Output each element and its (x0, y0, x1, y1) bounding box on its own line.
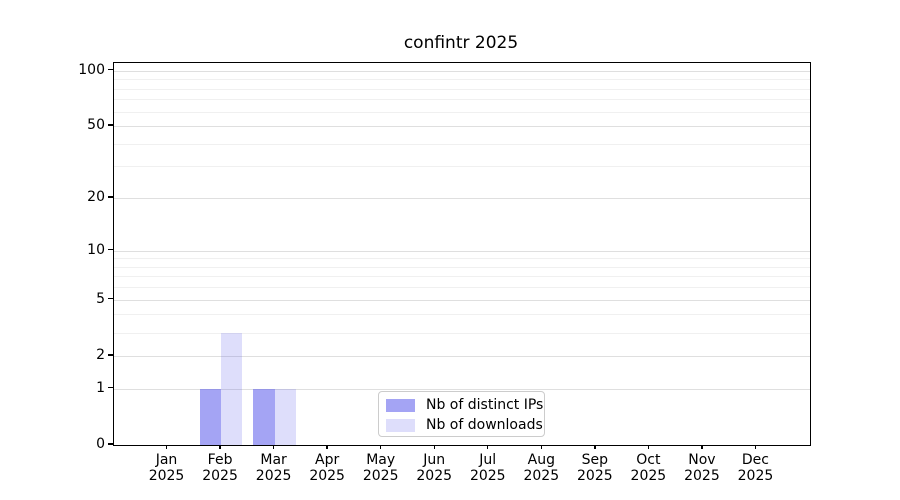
y-tick-label: 20 (87, 189, 105, 206)
gridline-minor (114, 79, 810, 81)
legend-item: Nb of distinct IPs (386, 395, 543, 415)
gridline-minor (114, 111, 810, 113)
gridline-major (114, 70, 810, 72)
legend-swatch (386, 398, 415, 412)
x-tick-label-line: Dec (741, 452, 769, 468)
x-tick-mark (433, 445, 435, 450)
y-tick-label: 5 (96, 290, 105, 307)
x-tick-label-line: 2025 (630, 468, 667, 484)
gridline-minor (114, 258, 810, 260)
x-tick-label-line: 2025 (202, 468, 238, 484)
y-tick-mark (108, 387, 113, 389)
x-tick-mark (272, 445, 275, 450)
y-tick-label: 50 (87, 117, 105, 134)
gridline-major (114, 198, 810, 200)
x-tick-label-line: 2025 (362, 468, 399, 484)
x-tick-label: Apr 2025 (309, 452, 345, 484)
legend-label: Nb of downloads (426, 417, 543, 433)
gridline-major (114, 299, 810, 301)
bar-downloads (221, 332, 243, 445)
y-tick-mark (108, 124, 113, 126)
x-tick-label-line: Jun (423, 452, 446, 468)
chart-title: confintr 2025 (403, 33, 519, 53)
x-tick-label: May 2025 (363, 452, 399, 484)
x-tick-label-line: Nov (688, 452, 716, 468)
x-tick-label-line: 2025 (309, 468, 345, 484)
x-tick-mark (219, 445, 221, 450)
x-tick-label-line: 2025 (684, 468, 720, 484)
x-tick-mark (594, 445, 596, 450)
x-tick-label-line: 2025 (737, 468, 774, 484)
x-tick-label-line: Sep (581, 452, 609, 468)
bars-layer (114, 63, 810, 445)
gridline-major (114, 388, 810, 390)
gridline-minor (114, 143, 810, 145)
y-tick-mark (108, 68, 113, 71)
y-tick-mark (108, 196, 113, 198)
x-tick-mark (754, 445, 757, 450)
y-tick-label: 100 (78, 61, 105, 78)
x-tick-label: Nov 2025 (684, 452, 720, 484)
x-tick-label-line: 2025 (469, 468, 506, 484)
x-tick-label: Jul 2025 (470, 452, 506, 484)
gridlines-layer (114, 63, 810, 445)
y-tick-label: 0 (96, 436, 105, 452)
legend: Nb of distinct IPs Nb of downloads (378, 391, 545, 437)
x-tick-label-line: Aug (527, 452, 555, 468)
x-tick-label: Oct 2025 (631, 452, 667, 484)
x-tick-label-line: Feb (207, 452, 233, 468)
x-tick-mark (701, 445, 703, 450)
bar-distinct-ips (199, 388, 222, 445)
x-tick-label-line: Oct (636, 452, 661, 468)
x-tick-label-line: Jan (155, 452, 178, 468)
x-tick-label-line: Mar (260, 452, 287, 468)
y-tick-mark (108, 248, 113, 251)
gridline-major (114, 250, 810, 252)
x-tick-mark (379, 445, 382, 450)
gridline-minor (114, 166, 810, 168)
bar-distinct-ips (253, 388, 275, 445)
y-tick-mark (108, 297, 113, 300)
x-tick-mark (165, 445, 168, 450)
x-tick-label-line: 2025 (416, 468, 453, 484)
gridline-minor (114, 314, 810, 316)
x-tick-label-line: 2025 (148, 468, 185, 484)
plot-area (113, 62, 811, 446)
legend-swatch (386, 418, 415, 432)
gridline-major (114, 126, 810, 128)
y-tick-label: 10 (87, 241, 105, 258)
y-tick-mark (108, 354, 113, 356)
x-tick-label: Feb 2025 (202, 452, 238, 484)
x-tick-mark (540, 445, 542, 450)
x-tick-label-line: May (366, 452, 396, 468)
x-tick-mark (647, 445, 650, 450)
gridline-minor (114, 99, 810, 101)
y-tick-mark (108, 443, 113, 445)
y-tick-label: 2 (96, 346, 105, 363)
x-tick-mark (326, 445, 328, 450)
x-tick-label: Jun 2025 (416, 452, 452, 484)
x-tick-label-line: 2025 (523, 468, 560, 484)
x-tick-label: Sep 2025 (577, 452, 613, 484)
x-tick-label: Mar 2025 (256, 452, 292, 484)
x-tick-label-line: Jul (479, 452, 497, 468)
x-tick-label-line: 2025 (577, 468, 613, 484)
gridline-minor (114, 88, 810, 90)
x-tick-label-line: Apr (315, 452, 340, 468)
legend-label: Nb of distinct IPs (426, 397, 544, 413)
x-tick-label: Jan 2025 (149, 452, 185, 484)
gridline-major (114, 355, 810, 357)
x-tick-mark (487, 445, 489, 450)
y-tick-label: 1 (96, 379, 105, 396)
gridline-minor (114, 332, 810, 334)
gridline-minor (114, 276, 810, 278)
x-tick-label: Aug 2025 (523, 452, 559, 484)
gridline-minor (114, 287, 810, 289)
x-tick-label: Dec 2025 (738, 452, 774, 484)
legend-item: Nb of downloads (386, 415, 543, 435)
bar-downloads (274, 388, 297, 445)
x-tick-label-line: 2025 (255, 468, 292, 484)
gridline-minor (114, 266, 810, 268)
